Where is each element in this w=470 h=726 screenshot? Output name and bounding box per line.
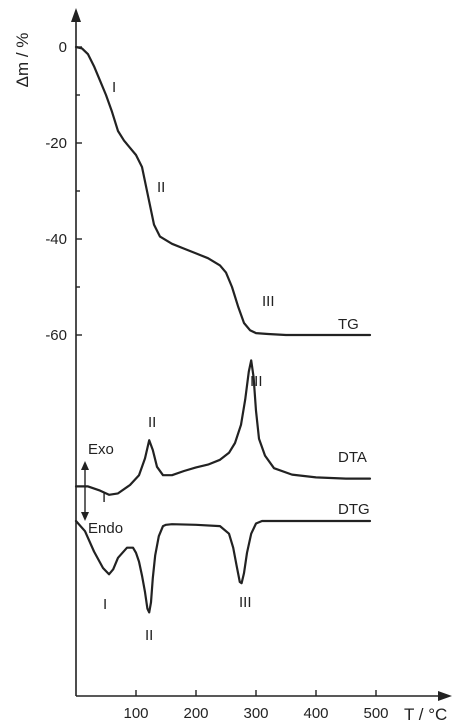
- y-tick-label: 0: [59, 39, 67, 56]
- x-tick-label: 100: [123, 705, 148, 722]
- dtg-stage-label: I: [103, 596, 107, 613]
- curve-names: TG DTA DTG: [338, 316, 370, 518]
- exo-label: Exo: [88, 441, 114, 458]
- x-tick-label: 400: [303, 705, 328, 722]
- x-axis-label: T / °C: [404, 705, 447, 724]
- exo-endo-indicator: Exo Endo: [81, 441, 123, 537]
- y-tick-label: -20: [45, 135, 67, 152]
- dtg-stage-label: III: [239, 594, 252, 611]
- dta-stage-label: II: [148, 414, 156, 431]
- y-tick-label: -40: [45, 231, 67, 248]
- tg-curve: [74, 45, 372, 337]
- tg-stage-label: I: [112, 79, 116, 96]
- dta-stage-label: I: [102, 489, 106, 506]
- tg-curve-label: TG: [338, 316, 359, 333]
- x-tick-label: 300: [243, 705, 268, 722]
- x-ticks: 100 200 300 400 500: [123, 690, 389, 722]
- endo-label: Endo: [88, 520, 123, 537]
- dtg-stage-label: II: [145, 627, 153, 644]
- curves: [74, 45, 372, 614]
- y-tick-label: -60: [45, 327, 67, 344]
- dtg-curve: [74, 519, 372, 614]
- dta-curve-label: DTA: [338, 449, 367, 466]
- dtg-curve-label: DTG: [338, 501, 370, 518]
- y-axis-label: Δm / %: [13, 33, 32, 88]
- axes: [71, 8, 452, 701]
- exo-arrowhead: [81, 461, 89, 470]
- dta-stage-label: III: [250, 373, 263, 390]
- dta-curve: [74, 359, 372, 496]
- y-axis-arrowhead: [71, 8, 81, 22]
- x-axis-arrowhead: [438, 691, 452, 701]
- endo-arrowhead: [81, 512, 89, 521]
- x-tick-label: 200: [183, 705, 208, 722]
- y-ticks: 0 -20 -40 -60: [45, 39, 82, 344]
- tg-stage-label: III: [262, 293, 275, 310]
- tg-stage-label: II: [157, 179, 165, 196]
- x-tick-label: 500: [363, 705, 388, 722]
